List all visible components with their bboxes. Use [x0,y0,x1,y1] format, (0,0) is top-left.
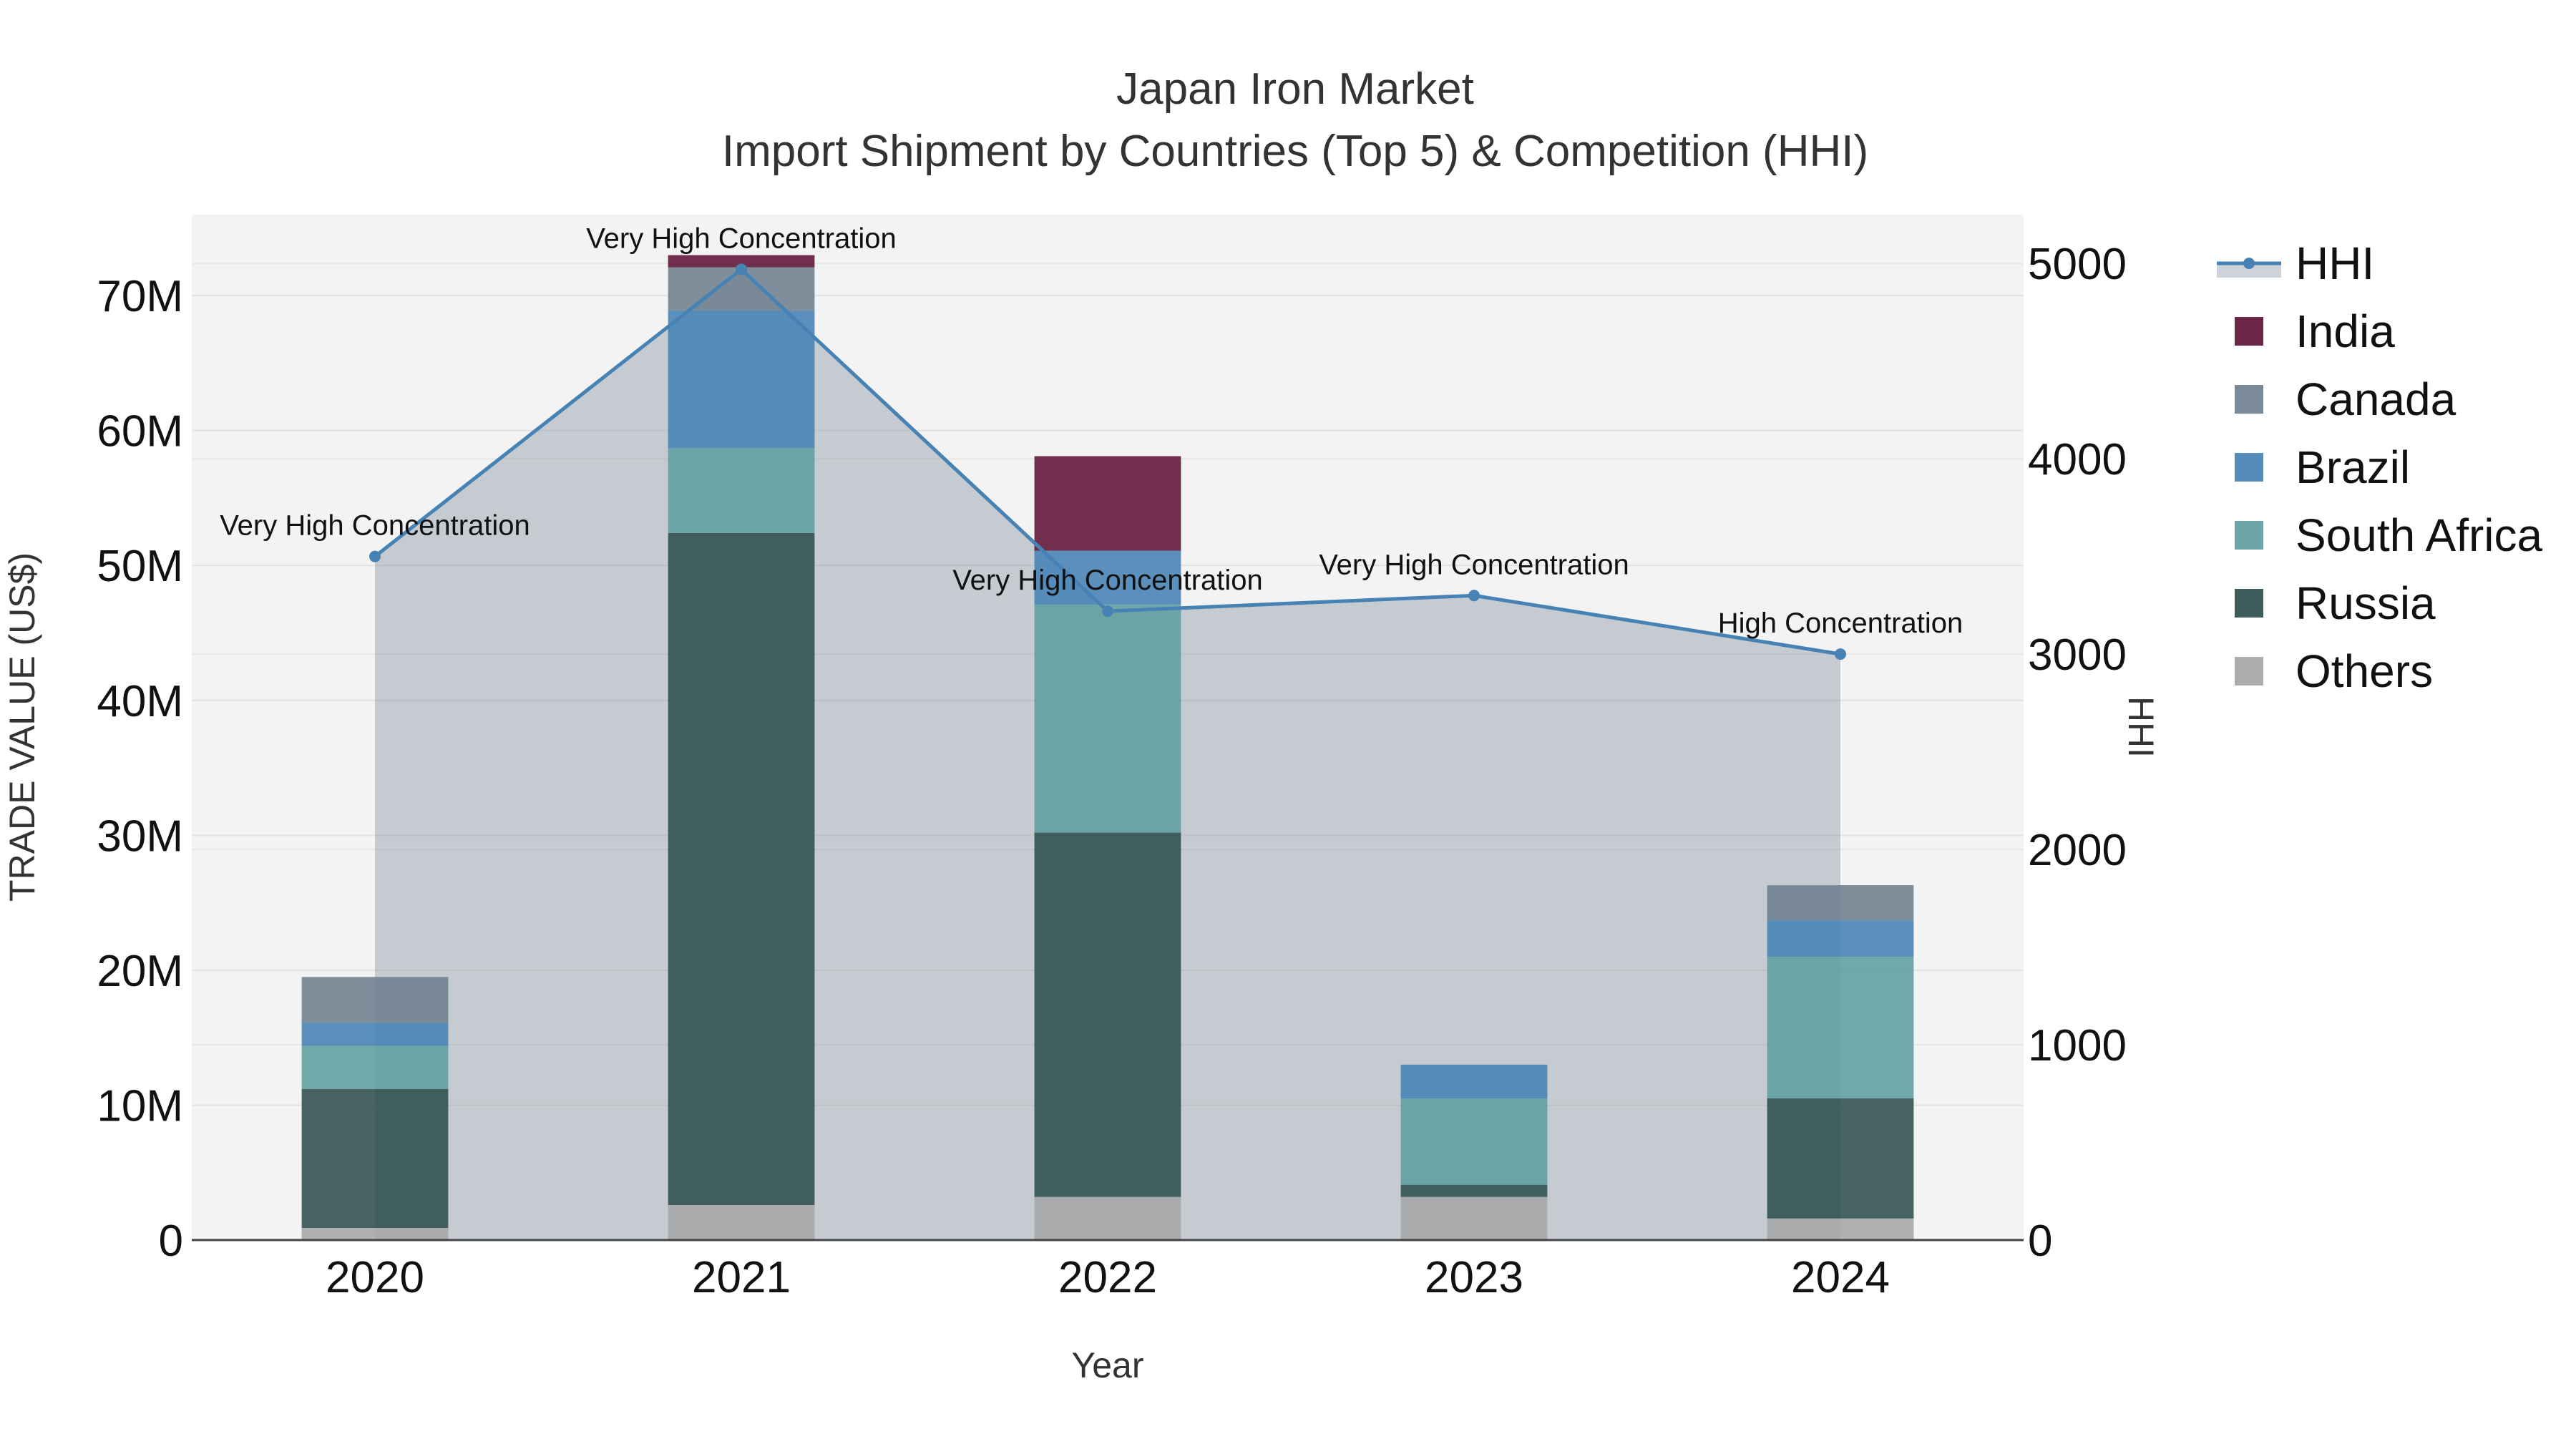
legend-item-others[interactable]: Others [2235,645,2433,697]
legend-swatch [2235,589,2263,618]
bar-south-africa-2021 [668,448,815,533]
legend-swatch-hhi-area [2217,262,2281,278]
y-tick-label: 60M [97,407,183,457]
y-tick-label: 0 [159,1216,183,1266]
legend-item-canada[interactable]: Canada [2235,374,2457,425]
x-axis-title: Year [1071,1345,1143,1385]
legend-label: Others [2296,645,2433,697]
legend-swatch [2235,657,2263,686]
legend-label: Russia [2296,577,2436,629]
bar-south-africa-2024 [1767,957,1914,1099]
bar-canada-2024 [1767,885,1914,921]
legend-label: Brazil [2296,441,2410,493]
y2-tick-label: 2000 [2028,826,2127,875]
legend-label: Canada [2296,374,2457,425]
hhi-label-2022: Very High Concentration [952,565,1263,596]
bar-south-africa-2022 [1034,604,1181,833]
legend-swatch [2235,521,2263,550]
bar-others-2021 [668,1204,815,1240]
x-tick-label: 2024 [1791,1253,1890,1302]
legend-item-brazil[interactable]: Brazil [2235,441,2410,493]
y-tick-label: 50M [97,542,183,591]
bar-russia-2020 [301,1088,449,1229]
bar-russia-2021 [668,532,815,1205]
bar-south-africa-2020 [301,1045,449,1089]
legend-swatch [2235,317,2263,346]
bar-russia-2024 [1767,1098,1914,1219]
y-axis-title: TRADE VALUE (US$) [2,552,42,902]
hhi-point-2022 [1102,605,1113,618]
y-tick-label: 10M [97,1081,183,1131]
y2-tick-label: 0 [2028,1216,2052,1266]
chart-title: Japan Iron Market [1116,64,1474,114]
y2-axis-title: HHI [2121,696,2161,758]
legend-item-south-africa[interactable]: South Africa [2235,509,2543,561]
legend-label: India [2296,306,2395,357]
legend-label: South Africa [2296,509,2543,561]
legend-item-india[interactable]: India [2235,306,2395,357]
legend-item-russia[interactable]: Russia [2235,577,2436,629]
bar-brazil-2021 [668,310,815,449]
x-tick-label: 2021 [692,1253,791,1302]
bar-india-2022 [1034,456,1181,551]
x-tick-label: 2022 [1058,1253,1157,1302]
y2-tick-label: 5000 [2028,240,2127,289]
legend-label: HHI [2296,238,2374,289]
y2-tick-label: 4000 [2028,435,2127,484]
bar-others-2023 [1400,1196,1548,1240]
bar-russia-2022 [1034,832,1181,1197]
hhi-line: Very High Concentration Very High Concent… [220,223,1963,660]
hhi-point-2023 [1468,590,1480,602]
y2-tick-label: 3000 [2028,630,2127,680]
y-tick-label: 40M [97,677,183,726]
y-tick-label: 20M [97,947,183,996]
legend-swatch [2235,453,2263,482]
hhi-label-2023: Very High Concentration [1319,549,1629,580]
bar-brazil-2023 [1400,1064,1548,1099]
hhi-label-2020: Very High Concentration [220,510,530,542]
bar-india-2021 [668,255,815,268]
hhi-label-2021: Very High Concentration [586,223,897,254]
bars [301,255,1914,1240]
axes: 0 10M 20M 30M 40M 50M 60M 70M 0 1000 2000 3000 4000 5… [97,240,2127,1302]
y-tick-label: 30M [97,811,183,861]
hhi-label-2024: High Concentration [1718,608,1963,639]
hhi-point-2021 [736,263,747,275]
bar-brazil-2024 [1767,920,1914,957]
x-tick-label: 2020 [326,1253,424,1302]
legend[interactable]: HHI India Canada Brazil South Africa Russia Ot… [2217,238,2543,697]
bar-south-africa-2023 [1400,1098,1548,1185]
legend-swatch [2235,385,2263,414]
hhi-point-2024 [1835,648,1846,660]
bar-others-2022 [1034,1196,1181,1240]
y-tick-label: 70M [97,272,183,321]
bar-others-2024 [1767,1218,1914,1240]
bar-russia-2023 [1400,1184,1548,1197]
bar-brazil-2022 [1034,550,1181,605]
legend-item-hhi[interactable]: HHI [2217,238,2374,289]
bar-others-2020 [301,1228,449,1240]
chart-subtitle: Import Shipment by Countries (Top 5) & C… [722,127,1868,176]
bar-canada-2020 [301,977,449,1023]
hhi-point-2020 [369,550,381,562]
bar-brazil-2020 [301,1023,449,1046]
x-tick-label: 2023 [1425,1253,1523,1302]
y2-tick-label: 1000 [2028,1021,2127,1070]
legend-swatch-hhi-marker [2243,258,2255,269]
